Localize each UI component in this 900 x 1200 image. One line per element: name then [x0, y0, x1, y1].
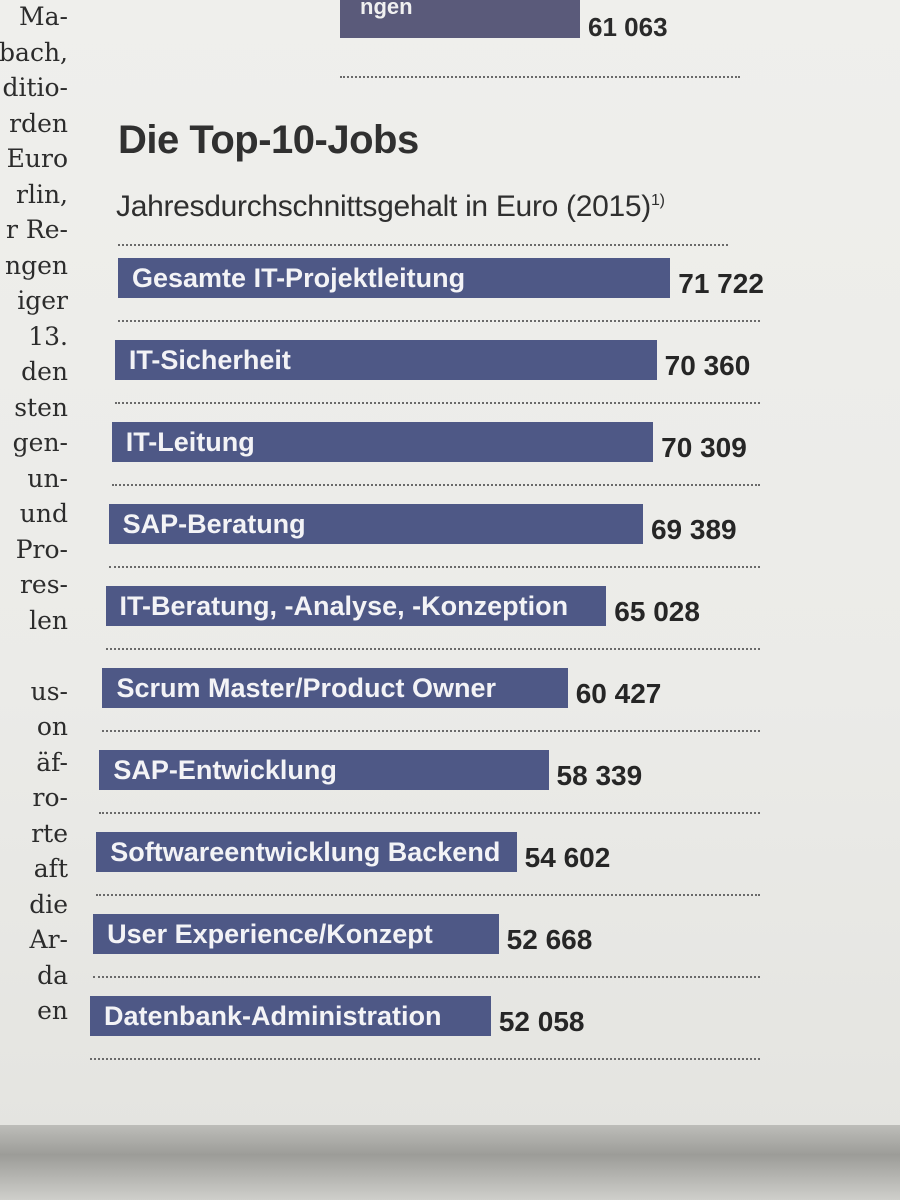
- bar-label: Datenbank-Administration: [104, 1001, 442, 1031]
- bar-8: Softwareentwicklung Backend: [96, 832, 517, 872]
- bar-label: SAP-Entwicklung: [113, 755, 337, 785]
- row-separator: [108, 566, 760, 568]
- column-text-fragment: on: [36, 712, 68, 741]
- chart-subtitle-text: Jahresdurchschnittsgehalt in Euro (2015): [116, 190, 651, 223]
- bar-value-label: 54 602: [524, 842, 611, 873]
- bar-value-label: 60 427: [575, 678, 662, 709]
- row-separator: [90, 1058, 760, 1060]
- column-text-fragment: aft: [33, 854, 68, 883]
- column-text-fragment: r Re-: [6, 215, 68, 244]
- column-text-fragment: äf-: [36, 747, 68, 777]
- bar-label: User Experience/Konzept: [107, 919, 433, 949]
- column-text-fragment: un-: [27, 463, 68, 493]
- chart-subtitle-footnote: 1): [650, 192, 665, 209]
- row-separator: [114, 402, 760, 404]
- column-text-fragment: ditio-: [2, 73, 68, 102]
- bar-1: Gesamte IT-Projektleitung: [118, 258, 671, 298]
- bar-3: IT-Leitung: [111, 422, 654, 462]
- adjacent-article-column: Ma-bach, ditio-rden Euro rlin, r Re-ngen iger…: [0, 0, 72, 1030]
- column-text-fragment: Pro-: [15, 534, 68, 564]
- bar-6: Scrum Master/Product Owner: [102, 668, 568, 708]
- column-text-fragment: gen-: [12, 428, 68, 457]
- row-separator: [105, 648, 760, 650]
- bar-label: Gesamte IT-Projektleitung: [132, 263, 466, 293]
- bar-7: SAP-Entwicklung: [99, 750, 549, 790]
- header-separator: [118, 244, 728, 246]
- bar-label: IT-Leitung: [125, 427, 255, 457]
- row-separator: [93, 976, 760, 978]
- bar-value-label: 52 668: [506, 924, 593, 955]
- column-text-fragment: Ar-: [29, 925, 68, 954]
- column-text-fragment: iger: [17, 286, 68, 315]
- bar-4: SAP-Beratung: [108, 504, 643, 544]
- bar-value-label: 70 360: [664, 350, 751, 381]
- column-text-fragment: rte: [31, 818, 68, 848]
- bar-label: IT-Sicherheit: [128, 345, 291, 375]
- bar-label: Scrum Master/Product Owner: [116, 673, 497, 703]
- bar-value-label: 58 339: [556, 760, 643, 791]
- bar-10: Datenbank-Administration: [90, 996, 491, 1036]
- column-text-fragment: sten: [14, 392, 68, 422]
- bar-label: SAP-Beratung: [122, 509, 306, 539]
- column-text-fragment: rlin,: [16, 179, 68, 209]
- column-text-fragment: ro-: [32, 783, 68, 812]
- separator-line: [340, 76, 740, 78]
- column-text-fragment: ngen: [4, 250, 68, 280]
- column-text-fragment: len: [29, 605, 68, 635]
- column-text-fragment: bach,: [0, 37, 68, 67]
- bar-label: Softwareentwicklung Backend: [110, 837, 501, 867]
- row-separator: [96, 894, 760, 896]
- column-text-fragment: Euro: [6, 144, 68, 173]
- bar-9: User Experience/Konzept: [93, 914, 499, 954]
- chart-title: Die Top-10-Jobs: [118, 118, 419, 162]
- bar-label: IT-Beratung, -Analyse, -Konzeption: [119, 591, 569, 621]
- previous-chart-bar: ngen: [340, 0, 580, 38]
- column-text-fragment: us-: [30, 676, 68, 706]
- column-text-fragment: res-: [19, 570, 68, 599]
- bar-value-label: 69 389: [650, 514, 737, 545]
- chart-subtitle: Jahresdurchschnittsgehalt in Euro (2015)…: [116, 190, 665, 224]
- column-text-fragment: 13.: [28, 321, 68, 351]
- column-text-fragment: Ma-: [19, 2, 68, 31]
- bar-2: IT-Sicherheit: [114, 340, 657, 380]
- previous-chart-bar-label: ngen: [360, 0, 413, 19]
- bar-value-label: 65 028: [614, 596, 700, 627]
- row-separator: [102, 730, 760, 732]
- page-edge-shadow: [0, 1125, 900, 1200]
- row-separator: [111, 484, 760, 486]
- row-separator: [118, 320, 760, 322]
- column-text-fragment: den: [21, 357, 68, 386]
- column-text-fragment: und: [19, 499, 68, 528]
- bar-value-label: 71 722: [678, 268, 764, 299]
- bar-value-label: 70 309: [661, 432, 747, 463]
- bar-value-label: 52 058: [498, 1006, 585, 1037]
- column-text-fragment: die: [29, 889, 68, 919]
- column-text-fragment: en: [37, 996, 68, 1025]
- previous-chart-value: 61 063: [588, 12, 668, 42]
- row-separator: [99, 812, 760, 814]
- bar-5: IT-Beratung, -Analyse, -Konzeption: [105, 586, 607, 626]
- column-text-fragment: rden: [9, 108, 68, 138]
- column-text-fragment: da: [37, 960, 68, 990]
- newspaper-page: [0, 0, 900, 1150]
